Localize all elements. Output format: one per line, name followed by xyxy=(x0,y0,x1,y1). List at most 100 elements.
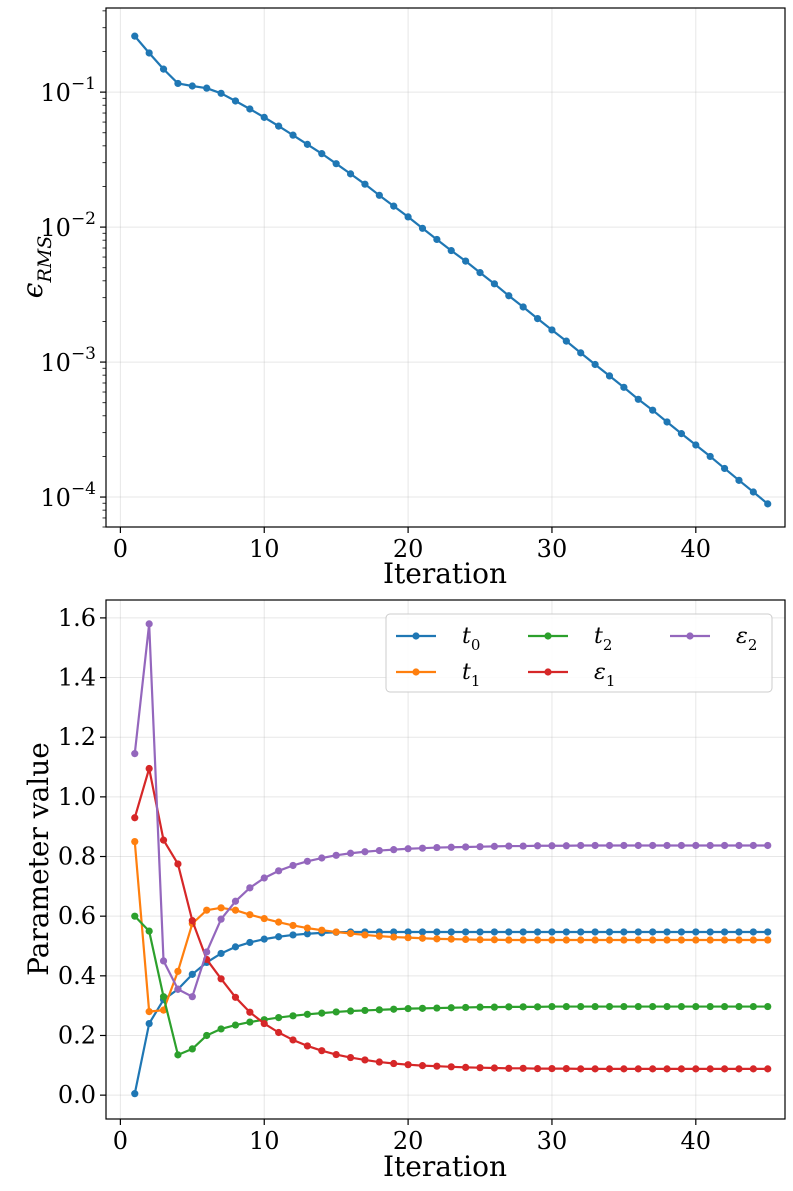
data-point xyxy=(246,884,254,892)
legend-item: t0 xyxy=(396,624,480,654)
x-tick-label: 20 xyxy=(393,535,424,563)
data-point xyxy=(749,928,757,936)
data-point xyxy=(735,841,743,850)
legend-marker xyxy=(412,632,420,640)
data-point xyxy=(361,848,369,856)
y-tick-label: 0.0 xyxy=(58,1081,96,1109)
data-point xyxy=(390,1059,398,1068)
legend-label: t2 xyxy=(594,624,612,654)
data-point xyxy=(519,1064,527,1072)
data-point xyxy=(346,1007,355,1015)
data-point xyxy=(159,993,168,1001)
data-point xyxy=(361,180,369,188)
data-point xyxy=(131,912,139,920)
data-point xyxy=(404,1005,412,1013)
data-point xyxy=(706,936,714,944)
data-point xyxy=(620,928,628,936)
data-point xyxy=(418,934,427,942)
data-point xyxy=(289,921,297,930)
data-point xyxy=(231,1021,240,1029)
data-point xyxy=(620,1002,628,1011)
data-point xyxy=(720,1065,729,1073)
data-point xyxy=(318,150,326,158)
data-point xyxy=(548,936,556,944)
data-point xyxy=(490,280,499,288)
data-point xyxy=(404,1061,412,1069)
data-point xyxy=(620,936,628,944)
data-point xyxy=(332,851,340,859)
rms-y-axis-symbol: ϵ xyxy=(16,282,49,298)
legend-marker xyxy=(686,632,694,640)
data-point xyxy=(275,867,283,875)
param-y-axis-label: Parameter value xyxy=(22,742,55,976)
data-point xyxy=(447,843,455,851)
data-point xyxy=(490,1003,499,1011)
data-point xyxy=(260,874,268,882)
data-point xyxy=(764,1002,772,1011)
data-point xyxy=(462,843,470,851)
data-point xyxy=(203,1031,211,1040)
y-tick-base: 10 xyxy=(40,484,71,512)
data-point xyxy=(605,841,614,850)
param-series xyxy=(131,620,772,1098)
data-point xyxy=(188,1045,196,1053)
data-point xyxy=(692,1002,700,1011)
data-point xyxy=(505,1064,513,1072)
data-point xyxy=(418,844,427,852)
data-point xyxy=(390,202,398,210)
data-point xyxy=(663,936,671,944)
data-point xyxy=(591,360,599,369)
data-point xyxy=(275,122,283,130)
data-point xyxy=(404,845,412,853)
legend-symbol: t xyxy=(462,660,471,685)
data-point xyxy=(692,441,700,449)
data-point xyxy=(533,1064,542,1073)
data-point xyxy=(433,843,441,852)
param-plot-frame xyxy=(105,599,786,1120)
data-point xyxy=(649,841,657,850)
data-point xyxy=(634,841,642,850)
data-point xyxy=(275,933,283,941)
data-point xyxy=(620,383,628,391)
data-point xyxy=(577,1002,585,1011)
data-point xyxy=(404,213,412,221)
data-point xyxy=(677,1065,686,1073)
data-point xyxy=(346,849,355,857)
data-point xyxy=(203,948,211,956)
data-point xyxy=(217,89,225,97)
data-point xyxy=(476,843,484,851)
data-point xyxy=(318,1047,326,1055)
data-point xyxy=(260,1019,268,1028)
data-point xyxy=(720,464,729,473)
data-point xyxy=(577,1065,585,1073)
legend-subscript: 1 xyxy=(606,672,616,690)
legend-marker xyxy=(544,632,552,640)
data-point xyxy=(476,928,484,936)
data-point xyxy=(663,1002,671,1011)
data-point xyxy=(404,928,412,936)
data-point xyxy=(159,957,168,965)
legend-subscript: 1 xyxy=(471,672,481,690)
legend-subscript: 2 xyxy=(748,636,758,654)
data-point xyxy=(605,1002,614,1011)
data-point xyxy=(188,82,196,90)
data-point xyxy=(303,930,311,938)
y-tick-base: 10 xyxy=(40,214,71,242)
data-point xyxy=(433,1004,441,1012)
y-tick-label: 1.6 xyxy=(58,604,96,632)
data-point xyxy=(203,906,211,914)
data-point xyxy=(505,1003,513,1011)
data-point xyxy=(677,1002,686,1011)
data-point xyxy=(577,936,585,944)
data-point xyxy=(620,841,628,850)
data-point xyxy=(174,79,182,88)
data-point xyxy=(591,928,599,936)
data-point xyxy=(361,931,369,939)
data-point xyxy=(562,928,570,936)
data-point xyxy=(505,928,513,936)
data-point xyxy=(289,931,297,939)
data-point xyxy=(634,1002,642,1011)
data-point xyxy=(663,418,671,426)
rms-series xyxy=(131,32,772,508)
data-point xyxy=(505,842,513,850)
